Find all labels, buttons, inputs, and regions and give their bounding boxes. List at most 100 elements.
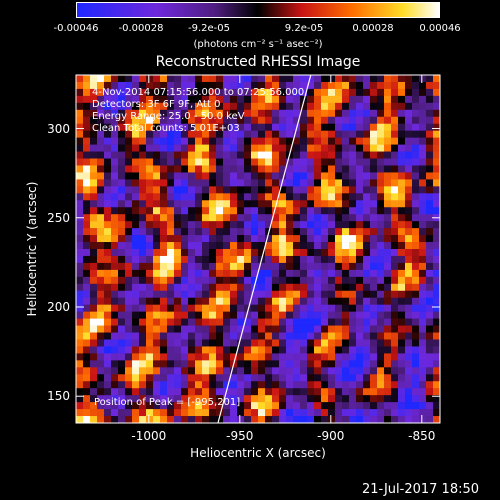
heatmap-cell [321, 269, 329, 278]
heatmap-cell [202, 242, 210, 250]
heatmap-cell [328, 123, 336, 131]
heatmap-cell [111, 249, 119, 257]
heatmap-cell [300, 158, 308, 166]
heatmap-cell [146, 262, 154, 271]
heatmap-cell [307, 249, 315, 257]
heatmap-cell [391, 395, 399, 403]
heatmap-cell [398, 276, 406, 285]
heatmap-cell [405, 304, 413, 312]
heatmap-cell [76, 402, 84, 410]
heatmap-cell [90, 325, 98, 333]
heatmap-cell [314, 158, 322, 166]
heatmap-cell [125, 214, 133, 222]
heatmap-cell [321, 95, 329, 104]
heatmap-cell [153, 409, 161, 417]
heatmap-cell [132, 325, 140, 333]
heatmap-cell [363, 339, 371, 347]
heatmap-cell [118, 193, 126, 201]
heatmap-cell [90, 388, 98, 396]
heatmap-cell [125, 242, 133, 250]
heatmap-cell [251, 339, 259, 347]
info-line-energy: Energy Range: 25.0 - 50.0 keV [92, 111, 245, 122]
heatmap-cell [405, 325, 413, 333]
heatmap-cell [321, 367, 329, 375]
heatmap-cell [321, 297, 329, 305]
heatmap-cell [195, 102, 203, 111]
heatmap-cell [433, 109, 441, 118]
heatmap-cell [258, 158, 266, 166]
heatmap-cell [83, 262, 91, 271]
heatmap-cell [230, 339, 238, 347]
heatmap-cell [216, 416, 224, 424]
heatmap-cell [335, 353, 343, 361]
heatmap-cell [230, 249, 238, 257]
heatmap-cell [370, 409, 378, 417]
heatmap-cell [167, 249, 175, 257]
heatmap-cell [216, 88, 224, 97]
heatmap-cell [251, 221, 259, 229]
heatmap-cell [160, 186, 168, 194]
heatmap-cell [391, 367, 399, 375]
heatmap-cell [181, 109, 189, 118]
heatmap-cell [349, 297, 357, 305]
heatmap-cell [342, 262, 350, 271]
heatmap-cell [216, 346, 224, 354]
heatmap-cell [251, 360, 259, 368]
heatmap-cell [167, 353, 175, 361]
heatmap-cell [146, 95, 154, 104]
heatmap-cell [384, 242, 392, 250]
heatmap-cell [97, 325, 105, 333]
heatmap-cell [83, 130, 91, 138]
heatmap-cell [83, 283, 91, 292]
heatmap-cell [391, 88, 399, 97]
heatmap-cell [265, 304, 273, 312]
heatmap-cell [216, 353, 224, 361]
heatmap-cell [433, 402, 441, 410]
heatmap-cell [146, 214, 154, 222]
heatmap-cell [202, 367, 210, 375]
heatmap-cell [125, 360, 133, 368]
heatmap-cell [398, 402, 406, 410]
heatmap-cell [405, 193, 413, 201]
heatmap-cell [209, 228, 217, 236]
heatmap-cell [370, 332, 378, 340]
heatmap-cell [412, 416, 420, 424]
heatmap-cell [412, 304, 420, 312]
heatmap-cell [349, 276, 357, 285]
heatmap-cell [251, 95, 259, 104]
heatmap-cell [279, 269, 287, 278]
heatmap-cell [391, 318, 399, 326]
heatmap-cell [139, 249, 147, 257]
heatmap-cell [125, 304, 133, 312]
heatmap-cell [167, 325, 175, 333]
heatmap-cell [90, 402, 98, 410]
heatmap-cell [419, 200, 427, 208]
heatmap-cell [384, 297, 392, 305]
heatmap-cell [391, 137, 399, 145]
heatmap-cell [160, 130, 168, 138]
heatmap-cell [433, 81, 441, 90]
heatmap-cell [153, 137, 161, 145]
heatmap-cell [426, 81, 434, 90]
heatmap-cell [181, 249, 189, 257]
heatmap-cell [139, 81, 147, 90]
heatmap-cell [314, 325, 322, 333]
heatmap-cell [209, 165, 217, 173]
heatmap-cell [153, 95, 161, 104]
heatmap-cell [293, 116, 301, 125]
heatmap-cell [426, 255, 434, 264]
heatmap-cell [139, 95, 147, 104]
heatmap-cell [356, 242, 364, 250]
heatmap-cell [391, 325, 399, 333]
heatmap-cell [412, 346, 420, 354]
heatmap-cell [433, 325, 441, 333]
heatmap-cell [160, 193, 168, 201]
heatmap-cell [272, 276, 280, 285]
heatmap-cell [104, 339, 112, 347]
heatmap-cell [230, 346, 238, 354]
heatmap-cell [426, 214, 434, 222]
heatmap-cell [419, 332, 427, 340]
heatmap-cell [202, 290, 210, 299]
heatmap-cell [391, 249, 399, 257]
heatmap-cell [293, 367, 301, 375]
